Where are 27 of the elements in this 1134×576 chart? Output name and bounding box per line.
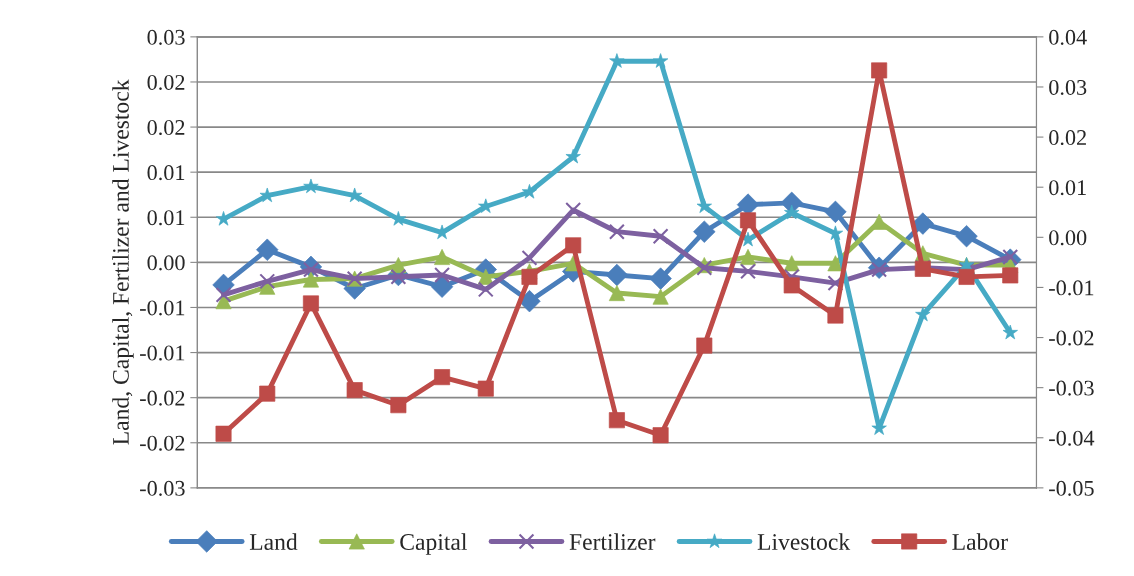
y2-tick-label: 0.03: [1049, 79, 1087, 95]
y2-tick-label: 0.02: [1049, 130, 1086, 146]
y-tick-label: 0.02: [147, 120, 185, 136]
legend-label: Capital: [400, 533, 467, 555]
y2-tick-label: 0.04: [1049, 29, 1087, 45]
y2-tick-label: 0.01: [1049, 180, 1086, 196]
y-tick-label: 0.01: [147, 165, 185, 181]
y-axis-title: Land, Capital, Fertilizer and Livestock: [112, 79, 134, 445]
y2-tick-label: -0.03: [1049, 380, 1094, 396]
y-tick-label: -0.02: [140, 390, 185, 406]
legend-label: Fertilizer: [569, 533, 656, 550]
y2-tick-label: -0.02: [1049, 330, 1094, 346]
y2-tick-label: 0.00: [1049, 230, 1087, 246]
y2-tick-label: -0.01: [1049, 280, 1094, 296]
y-tick-label: -0.03: [140, 480, 185, 496]
y-tick-label: 0.00: [147, 255, 185, 271]
y2-tick-label: -0.05: [1049, 480, 1094, 496]
legend-label: Land: [249, 533, 298, 550]
y-tick-label: 0.02: [147, 74, 185, 90]
y-tick-label: 0.03: [147, 29, 185, 45]
y-tick-label: -0.02: [140, 435, 185, 451]
legend-label: Livestock: [757, 533, 851, 550]
y-tick-label: -0.01: [140, 300, 185, 316]
y2-tick-label: -0.04: [1049, 430, 1095, 446]
y-tick-label: -0.01: [140, 345, 185, 361]
legend-label: Labor: [952, 533, 1008, 550]
y-tick-label: 0.01: [147, 210, 185, 226]
